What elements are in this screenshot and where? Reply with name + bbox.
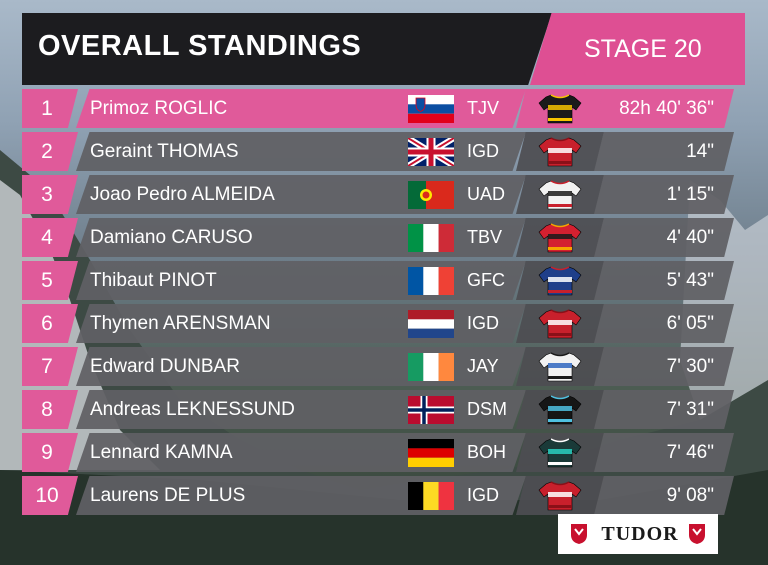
time-cell — [594, 261, 734, 300]
germany-flag-icon — [408, 439, 454, 467]
position-number: 2 — [41, 140, 53, 163]
rider-name: Edward DUNBAR — [90, 356, 240, 377]
page-title: OVERALL STANDINGS — [38, 30, 362, 62]
team-jersey-icon — [538, 266, 582, 296]
position-number: 1 — [41, 97, 53, 120]
position-number: 3 — [41, 183, 53, 206]
italy-flag-icon — [408, 224, 454, 252]
team-jersey-icon — [538, 223, 582, 253]
gap-time: 6' 05" — [666, 313, 714, 334]
shield-icon — [689, 524, 705, 544]
slovenia-flag-icon — [408, 95, 454, 123]
table-row: 9 Lennard KAMNA BOH 7' 46" — [0, 433, 768, 472]
united-kingdom-flag-icon — [408, 138, 454, 166]
table-row: 5 Thibaut PINOT GFC 5' 43" — [0, 261, 768, 300]
position-cell — [22, 433, 78, 472]
team-jersey-icon — [538, 352, 582, 382]
position-number: 4 — [41, 226, 53, 249]
shield-icon — [571, 524, 587, 544]
position-number: 7 — [41, 355, 53, 378]
position-cell — [22, 218, 78, 257]
belgium-flag-icon — [408, 482, 454, 510]
team-jersey-icon — [538, 309, 582, 339]
position-number: 6 — [41, 312, 53, 335]
position-number: 10 — [35, 484, 59, 507]
position-cell — [22, 132, 78, 171]
stage-banner — [530, 13, 745, 85]
portugal-flag-icon — [408, 181, 454, 209]
team-jersey-icon — [538, 94, 582, 124]
table-row: 3 Joao Pedro ALMEIDA UAD 1' 15" — [0, 175, 768, 214]
position-number: 8 — [41, 398, 53, 421]
team-code: IGD — [467, 485, 500, 505]
table-row: 10 Laurens DE PLUS IGD 9' 08" — [0, 476, 768, 515]
time-cell — [594, 476, 734, 515]
position-number: 5 — [41, 269, 53, 292]
rider-name: Primoz ROGLIC — [90, 98, 228, 119]
table-row: 1 Primoz ROGLIC TJV 82h 40' 36" — [0, 89, 768, 128]
table-row: 2 Geraint THOMAS IGD 14" — [0, 132, 768, 171]
france-flag-icon — [408, 267, 454, 295]
time-cell — [594, 390, 734, 429]
time-cell — [594, 89, 734, 128]
team-code: UAD — [467, 184, 506, 204]
team-jersey-icon — [538, 438, 582, 468]
gap-time: 7' 46" — [666, 442, 714, 463]
rider-name: Joao Pedro ALMEIDA — [90, 184, 275, 205]
position-number: 9 — [41, 441, 53, 464]
rider-name: Geraint THOMAS — [90, 141, 239, 162]
gap-time: 7' 30" — [666, 356, 714, 377]
time-cell — [594, 433, 734, 472]
norway-flag-icon — [408, 396, 454, 424]
team-jersey-icon — [538, 395, 582, 425]
time-cell — [594, 175, 734, 214]
team-code: IGD — [467, 313, 500, 333]
time-cell — [594, 304, 734, 343]
gap-time: 5' 43" — [666, 270, 714, 291]
sponsor-name: TUDOR — [601, 523, 679, 545]
stage-label: STAGE 20 — [584, 35, 702, 63]
position-cell — [22, 261, 78, 300]
gap-time: 7' 31" — [666, 399, 714, 420]
team-code: GFC — [467, 270, 505, 290]
rider-name: Andreas LEKNESSUND — [90, 399, 295, 420]
team-code: BOH — [467, 442, 507, 462]
team-code: JAY — [467, 356, 499, 376]
team-jersey-icon — [538, 137, 582, 167]
gap-time: 1' 15" — [666, 184, 714, 205]
netherlands-flag-icon — [408, 310, 454, 338]
table-row: 8 Andreas LEKNESSUND DSM 7' 31" — [0, 390, 768, 429]
rider-name: Laurens DE PLUS — [90, 485, 246, 506]
team-jersey-icon — [538, 481, 582, 511]
position-cell — [22, 476, 78, 515]
rider-name: Thibaut PINOT — [90, 270, 217, 291]
time-cell — [594, 132, 734, 171]
team-code: IGD — [467, 141, 500, 161]
rider-name: Thymen ARENSMAN — [90, 313, 271, 334]
sponsor-logo: TUDOR — [558, 514, 718, 554]
position-cell — [22, 175, 78, 214]
header-title-banner — [22, 13, 552, 85]
gap-time: 9' 08" — [666, 485, 714, 506]
table-row: 4 Damiano CARUSO TBV 4' 40" — [0, 218, 768, 257]
position-cell — [22, 390, 78, 429]
team-jersey-icon — [538, 180, 582, 210]
position-cell — [22, 89, 78, 128]
time-cell — [594, 218, 734, 257]
table-row: 6 Thymen ARENSMAN IGD 6' 05" — [0, 304, 768, 343]
team-code: TJV — [467, 98, 500, 118]
table-row: 7 Edward DUNBAR JAY 7' 30" — [0, 347, 768, 386]
time-cell — [594, 347, 734, 386]
team-code: DSM — [467, 399, 507, 419]
team-code: TBV — [467, 227, 503, 247]
rider-name: Lennard KAMNA — [90, 442, 233, 463]
rider-name: Damiano CARUSO — [90, 227, 253, 248]
gap-time: 14" — [686, 141, 714, 162]
position-cell — [22, 304, 78, 343]
gap-time: 82h 40' 36" — [619, 98, 714, 119]
ireland-flag-icon — [408, 353, 454, 381]
gap-time: 4' 40" — [666, 227, 714, 248]
position-cell — [22, 347, 78, 386]
